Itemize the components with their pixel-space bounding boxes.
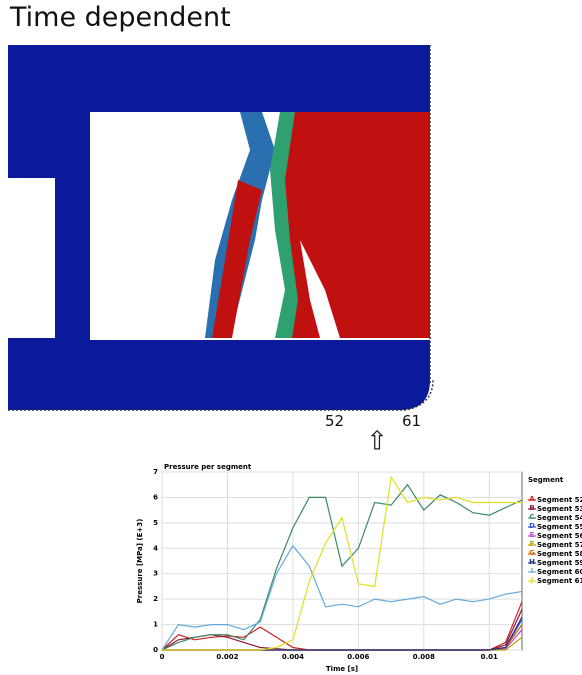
legend-label: Segment 52 (537, 496, 582, 504)
chart-title: Pressure per segment (164, 463, 252, 471)
legend-label: Segment 54 (537, 514, 582, 522)
legend-label: Segment 53 (537, 505, 582, 513)
y-tick-label: 7 (153, 468, 158, 476)
y-tick-label: 5 (153, 519, 158, 527)
legend-label: Segment 60 (537, 568, 582, 576)
x-tick-label: 0.006 (347, 653, 369, 661)
legend-letter: H (529, 558, 535, 566)
x-tick-label: 0.008 (413, 653, 435, 661)
x-tick-label: 0.002 (216, 653, 238, 661)
plot-area (162, 472, 522, 650)
legend-letter: J (530, 576, 534, 584)
y-tick-label: 4 (153, 544, 158, 552)
y-tick-label: 3 (153, 570, 158, 578)
segment-label: 61 (402, 412, 421, 430)
legend-label: Segment 61 (537, 577, 582, 585)
legend-letter: F (530, 540, 535, 548)
slide: Time dependent ⇧ 52 61 Pressure per segm… (0, 0, 582, 675)
y-tick-label: 6 (153, 493, 158, 501)
legend-letter: E (530, 531, 535, 539)
legend-letter: G (529, 549, 535, 557)
legend-letter: A (529, 495, 535, 503)
simulation-image: ⇧ (0, 0, 582, 460)
legend-label: Segment 56 (537, 532, 582, 540)
legend-label: Segment 58 (537, 550, 582, 558)
legend-letter: D (529, 522, 535, 530)
legend-label: Segment 55 (537, 523, 582, 531)
segment-label: 52 (325, 412, 344, 430)
y-axis-label: Pressure [MPa] (E+3) (136, 519, 144, 604)
y-tick-label: 0 (153, 646, 158, 654)
x-tick-label: 0.01 (481, 653, 498, 661)
chart: Pressure per segment 0 1 2 3 4 5 6 7 0 0.002 0.004 0… (130, 460, 582, 675)
legend-letter: I (531, 567, 534, 575)
x-tick-label: 0 (160, 653, 165, 661)
legend-label: Segment 57 (537, 541, 582, 549)
x-tick-label: 0.004 (282, 653, 304, 661)
legend-label: Segment 59 (537, 559, 582, 567)
legend-letter: B (529, 504, 534, 512)
y-tick-label: 1 (153, 621, 158, 629)
y-tick-label: 2 (153, 595, 158, 603)
svg-text:⇧: ⇧ (366, 427, 388, 457)
x-axis-label: Time [s] (326, 665, 358, 673)
legend-title: Segment (528, 476, 564, 484)
legend-letter: C (529, 513, 534, 521)
